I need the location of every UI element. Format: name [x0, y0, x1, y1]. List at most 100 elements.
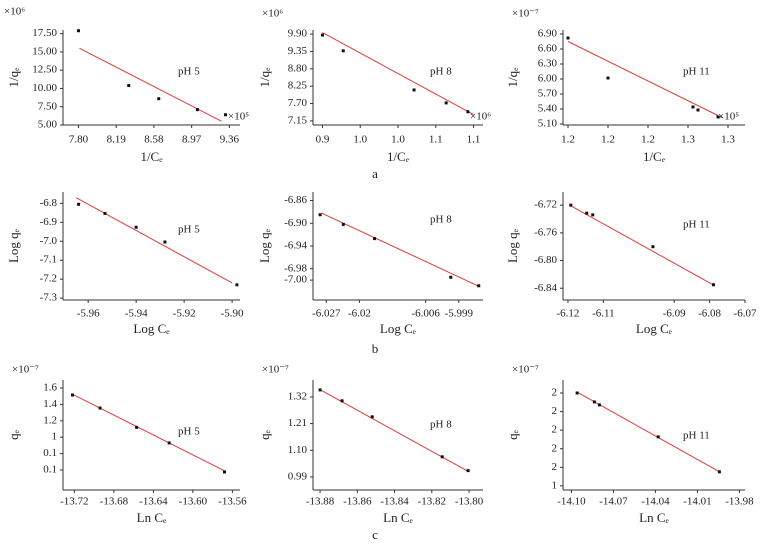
panel-label: c — [372, 527, 378, 542]
data-point — [167, 441, 171, 445]
y-tick-label: 1.6 — [43, 382, 57, 394]
data-point — [656, 435, 660, 439]
y-tick-label: 7.70 — [288, 97, 308, 109]
x-multiplier: ×10⁵ — [228, 111, 249, 123]
y-tick-label: 1.2 — [43, 414, 57, 426]
y-tick-label: -7.3 — [40, 292, 58, 304]
x-tick-label: -13.60 — [179, 496, 208, 508]
y-tick-label: 2 — [552, 461, 558, 473]
x-tick-label: 1.1 — [467, 134, 481, 146]
data-point — [651, 245, 655, 249]
data-point — [222, 470, 226, 474]
data-point — [135, 425, 139, 429]
x-multiplier: ×10⁵ — [718, 111, 739, 123]
y-multiplier: ×10⁶ — [262, 8, 283, 20]
data-point — [477, 284, 481, 288]
x-tick-label: 8.58 — [144, 134, 164, 146]
y-tick-label: -6.9 — [40, 216, 58, 228]
data-point — [127, 84, 131, 88]
annotation: pH 11 — [683, 66, 710, 78]
fit-line — [322, 32, 474, 116]
x-axis-label: 1/Cₑ — [140, 149, 163, 164]
y-axis-label: qₑ — [505, 429, 520, 440]
data-point — [373, 237, 377, 241]
x-tick-label: -14.04 — [641, 496, 670, 508]
y-axis-label: 1/qₑ — [6, 67, 21, 88]
x-axis-label: Ln Cₑ — [383, 510, 413, 525]
x-tick-label: -13.82 — [418, 496, 446, 508]
y-axis-label: Log qₑ — [6, 228, 21, 263]
y-tick-label: 0.99 — [288, 470, 308, 482]
data-point — [103, 211, 107, 215]
y-tick-label: 2 — [552, 405, 558, 417]
annotation: pH 8 — [430, 66, 452, 78]
y-tick-label: -6.94 — [284, 240, 307, 252]
data-point — [340, 399, 344, 403]
y-tick-label: -7.1 — [40, 254, 57, 266]
y-axis-label: 1/qₑ — [257, 67, 272, 88]
y-axis-label: Log qₑ — [505, 228, 520, 263]
panel-label: b — [372, 341, 379, 356]
data-point — [440, 455, 444, 459]
y-axis-label: qₑ — [6, 429, 21, 440]
y-multiplier: ×10⁻⁷ — [512, 364, 539, 376]
data-point — [223, 113, 227, 117]
y-tick-label: 1 — [552, 479, 558, 491]
y-tick-label: 1.32 — [288, 390, 307, 402]
data-point — [566, 36, 570, 40]
y-tick-label: 1.21 — [288, 417, 307, 429]
y-tick-label: 5.70 — [538, 88, 558, 100]
y-tick-label: 15.00 — [32, 45, 57, 57]
y-axis-label: 1/qₑ — [505, 67, 520, 88]
y-tick-label: 1 — [52, 431, 58, 443]
data-point — [370, 415, 374, 419]
y-tick-label: 1.4 — [43, 398, 57, 410]
y-tick-label: 9.90 — [288, 28, 308, 40]
data-point — [163, 240, 167, 244]
x-axis-label: Log Cₑ — [380, 321, 417, 336]
y-tick-label: 7.15 — [288, 114, 308, 126]
y-tick-label: 8.25 — [288, 80, 308, 92]
x-multiplier: ×10⁶ — [470, 111, 491, 123]
y-multiplier: ×10⁶ — [4, 6, 25, 18]
y-tick-label: 5.10 — [538, 118, 558, 130]
x-tick-label: -13.56 — [218, 496, 247, 508]
fit-line — [569, 204, 714, 286]
x-tick-label: -5.999 — [445, 308, 474, 320]
x-tick-label: -6.027 — [312, 308, 341, 320]
x-axis-label: Ln Cₑ — [137, 510, 167, 525]
x-axis-label: 1/Cₑ — [387, 149, 410, 164]
y-tick-label: 2 — [552, 442, 558, 454]
annotation: pH 5 — [178, 224, 200, 236]
x-tick-label: -13.98 — [725, 496, 754, 508]
data-point — [585, 211, 589, 215]
x-tick-label: -13.88 — [306, 496, 335, 508]
annotation: pH 8 — [430, 214, 452, 226]
x-tick-label: -13.84 — [380, 496, 409, 508]
x-tick-label: -13.86 — [343, 496, 372, 508]
y-axis-label: qₑ — [257, 429, 272, 440]
x-tick-label: 1.0 — [353, 134, 367, 146]
y-tick-label: 6.30 — [538, 58, 558, 70]
x-axis-label: Log Cₑ — [636, 321, 673, 336]
y-tick-label: -7.00 — [284, 274, 307, 286]
y-axis-label: Log qₑ — [257, 228, 272, 263]
x-tick-label: -6.02 — [348, 308, 371, 320]
annotation: pH 8 — [430, 419, 452, 431]
y-tick-label: -6.76 — [534, 226, 557, 238]
y-tick-label: 5.40 — [538, 103, 558, 115]
y-tick-label: 6.00 — [538, 73, 558, 85]
fit-line — [321, 212, 479, 287]
y-tick-label: -6.90 — [284, 217, 307, 229]
data-point — [597, 403, 601, 407]
x-tick-label: 1.2 — [641, 134, 655, 146]
annotation: pH 11 — [683, 430, 710, 442]
x-tick-label: -6.11 — [592, 308, 615, 320]
y-tick-label: 6.90 — [538, 28, 558, 40]
data-point — [320, 33, 324, 37]
fit-line — [567, 41, 724, 119]
x-tick-label: -13.72 — [60, 496, 88, 508]
x-tick-label: -13.64 — [139, 496, 168, 508]
x-axis-label: Log Cₑ — [133, 321, 170, 336]
